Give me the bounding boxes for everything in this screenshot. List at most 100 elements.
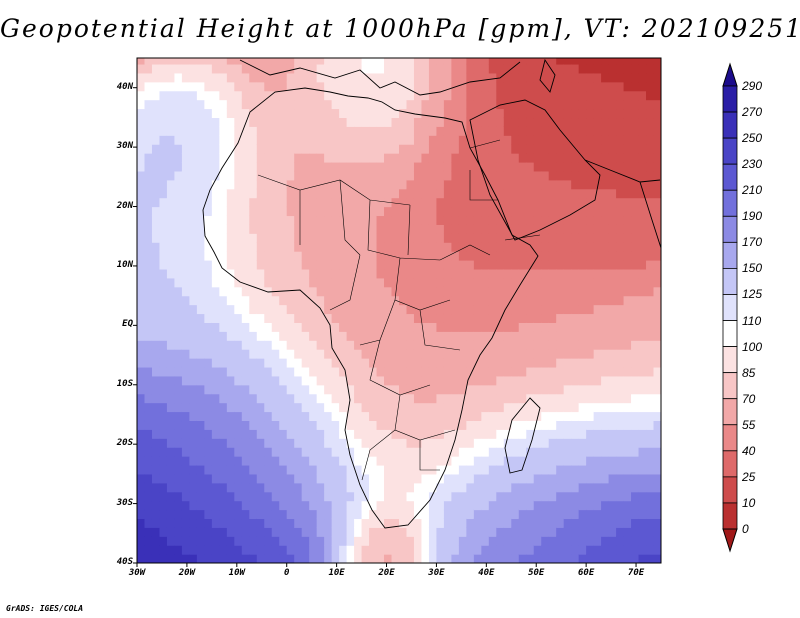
field-cell — [256, 375, 265, 386]
field-cell — [354, 224, 363, 234]
field-cell — [339, 464, 348, 475]
field-cell — [473, 286, 482, 297]
field-cell — [391, 464, 400, 475]
field-cell — [503, 144, 512, 154]
field-cell — [174, 117, 183, 127]
field-cell — [421, 277, 430, 288]
field-cell — [593, 545, 602, 555]
field-cell — [339, 58, 348, 65]
field-cell — [286, 527, 295, 537]
field-cell — [369, 482, 378, 493]
field-cell — [331, 233, 340, 243]
field-cell — [571, 268, 580, 279]
field-cell — [384, 464, 393, 475]
field-cell — [646, 58, 655, 65]
field-cell — [369, 126, 378, 136]
field-cell — [421, 482, 430, 493]
field-cell — [339, 81, 348, 92]
field-cell — [443, 536, 452, 546]
field-cell — [309, 500, 318, 511]
field-cell — [294, 313, 303, 323]
field-cell — [616, 277, 625, 288]
field-cell — [286, 491, 295, 502]
field-cell — [571, 224, 580, 234]
field-cell — [428, 277, 438, 288]
field-cell — [488, 286, 497, 297]
field-cell — [541, 420, 550, 430]
field-cell — [346, 491, 355, 502]
field-cell — [219, 518, 228, 528]
field-cell — [458, 411, 467, 422]
field-cell — [361, 277, 370, 288]
field-cell — [166, 161, 176, 172]
field-cell — [354, 349, 363, 359]
field-cell — [234, 331, 243, 341]
field-cell — [369, 438, 378, 448]
field-cell — [616, 144, 625, 154]
field-cell — [316, 349, 325, 359]
field-cell — [181, 482, 190, 493]
field-cell — [481, 268, 490, 279]
field-cell — [286, 447, 295, 457]
field-cell — [376, 358, 385, 368]
field-cell — [226, 63, 235, 74]
field-cell — [421, 58, 430, 65]
field-cell — [286, 482, 295, 493]
field-cell — [458, 135, 467, 145]
field-cell — [578, 456, 587, 466]
field-cell — [616, 429, 625, 439]
field-cell — [391, 233, 400, 243]
field-cell — [144, 384, 153, 395]
field-cell — [638, 473, 647, 484]
field-cell — [631, 161, 640, 172]
field-cell — [384, 384, 393, 395]
field-cell — [413, 438, 423, 448]
field-cell — [421, 518, 430, 528]
field-cell — [249, 375, 258, 386]
field-cell — [623, 206, 632, 217]
field-cell — [391, 518, 400, 528]
field-cell — [571, 295, 580, 306]
field-cell — [593, 554, 602, 563]
field-cell — [608, 90, 617, 101]
field-cell — [137, 99, 146, 110]
field-cell — [646, 277, 655, 288]
colorbar-segment — [722, 111, 738, 139]
field-cell — [541, 322, 550, 332]
field-cell — [631, 81, 640, 92]
field-cell — [144, 170, 153, 181]
field-cell — [174, 509, 183, 520]
field-cell — [137, 179, 146, 190]
field-cell — [488, 527, 497, 537]
field-cell — [399, 108, 408, 119]
field-cell — [608, 491, 617, 502]
field-cell — [256, 393, 265, 404]
field-cell — [339, 286, 348, 297]
field-cell — [391, 313, 400, 323]
field-cell — [616, 509, 625, 520]
field-cell — [174, 206, 183, 217]
field-cell — [436, 456, 445, 466]
field-cell — [406, 358, 415, 368]
field-cell — [548, 224, 557, 234]
field-cell — [563, 402, 572, 413]
field-cell — [301, 286, 310, 297]
field-cell — [593, 197, 602, 208]
field-cell — [309, 260, 318, 270]
field-cell — [346, 242, 355, 252]
field-cell — [271, 260, 280, 270]
field-cell — [631, 349, 640, 359]
field-cell — [638, 58, 647, 65]
field-cell — [309, 438, 318, 448]
field-cell — [316, 286, 325, 297]
field-cell — [189, 161, 198, 172]
field-cell — [526, 402, 535, 413]
field-cell — [219, 144, 228, 154]
field-cell — [271, 420, 280, 430]
field-cell — [571, 384, 580, 395]
field-cell — [339, 72, 348, 83]
field-cell — [428, 251, 438, 261]
field-cell — [496, 482, 505, 493]
field-cell — [144, 179, 153, 190]
field-cell — [586, 509, 595, 520]
